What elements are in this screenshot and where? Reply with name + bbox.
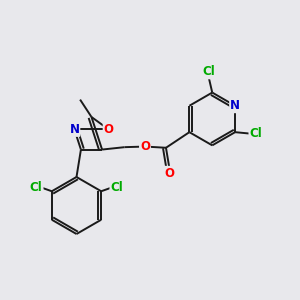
Text: N: N <box>230 99 240 112</box>
Text: Cl: Cl <box>202 65 215 78</box>
Text: O: O <box>103 123 114 136</box>
Text: O: O <box>140 140 150 153</box>
Text: Cl: Cl <box>110 181 123 194</box>
Text: Cl: Cl <box>249 127 262 140</box>
Text: Cl: Cl <box>30 181 43 194</box>
Text: O: O <box>164 167 174 180</box>
Text: N: N <box>69 123 80 136</box>
